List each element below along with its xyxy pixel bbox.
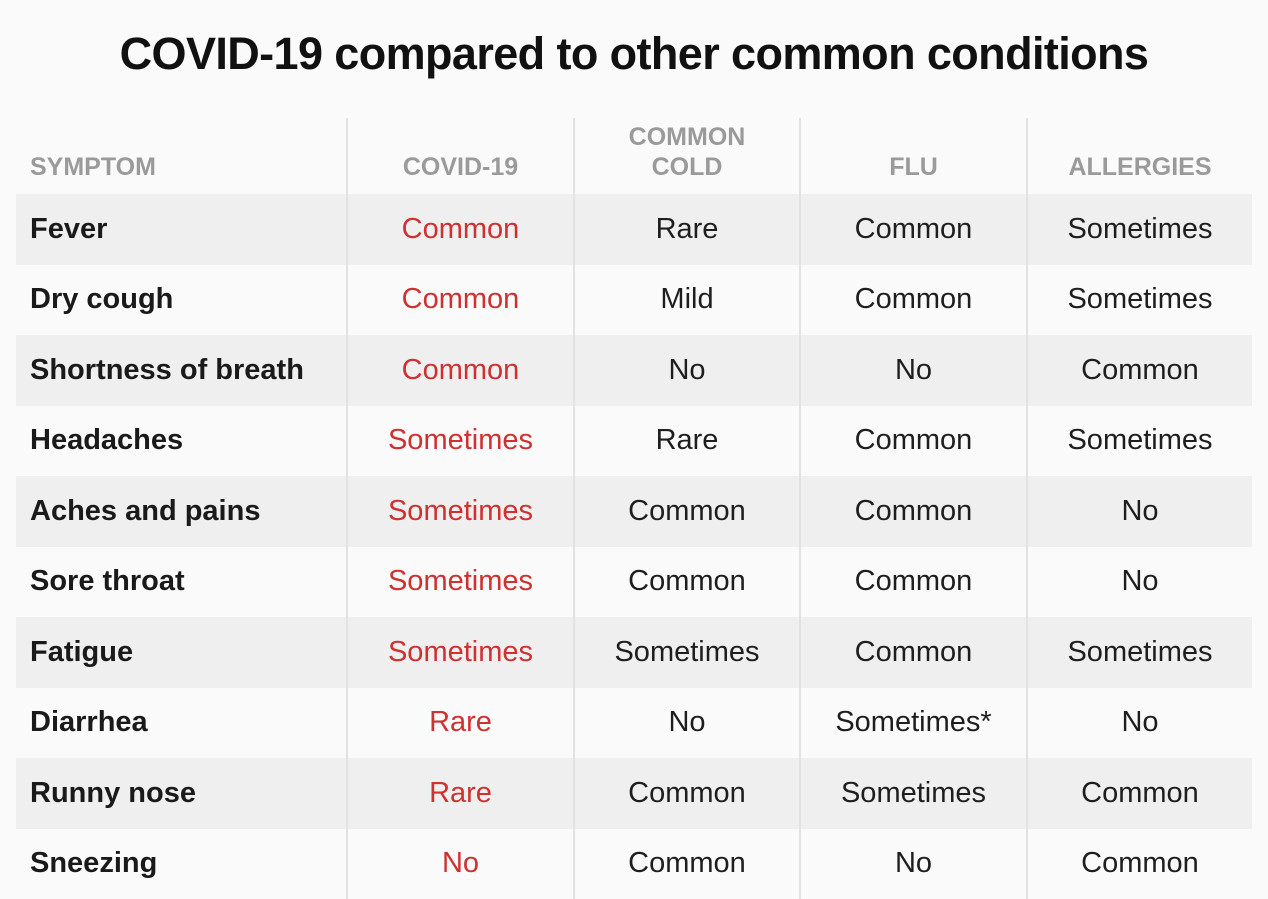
allergies-cell: Sometimes (1026, 406, 1252, 477)
flu-cell: Common (799, 194, 1026, 265)
allergies-cell: Common (1026, 335, 1252, 406)
allergies-cell: Sometimes (1026, 265, 1252, 336)
common-cold-cell: Rare (573, 194, 799, 265)
covid-cell: Common (346, 335, 573, 406)
column-header-symptom: SYMPTOM (16, 118, 346, 194)
flu-cell: Common (799, 547, 1026, 618)
common-cold-cell: Common (573, 829, 799, 899)
flu-cell: Common (799, 265, 1026, 336)
allergies-cell: Common (1026, 829, 1252, 899)
allergies-cell: Sometimes (1026, 617, 1252, 688)
allergies-cell: No (1026, 547, 1252, 618)
allergies-cell: Sometimes (1026, 194, 1252, 265)
covid-cell: Sometimes (346, 476, 573, 547)
allergies-cell: No (1026, 476, 1252, 547)
common-cold-cell: Common (573, 547, 799, 618)
symptom-cell: Dry cough (16, 265, 346, 336)
allergies-cell: Common (1026, 758, 1252, 829)
symptom-cell: Fatigue (16, 617, 346, 688)
common-cold-cell: Mild (573, 265, 799, 336)
flu-cell: No (799, 335, 1026, 406)
column-header-covid: COVID-19 (346, 118, 573, 194)
covid-cell: No (346, 829, 573, 899)
covid-cell: Rare (346, 688, 573, 759)
page-title: COVID-19 compared to other common condit… (0, 22, 1268, 86)
common-cold-cell: No (573, 688, 799, 759)
table-header-row: SYMPTOM COVID-19 COMMON COLD FLU ALLERGI… (16, 118, 1252, 194)
column-header-common-cold: COMMON COLD (573, 118, 799, 194)
common-cold-cell: Common (573, 758, 799, 829)
allergies-cell: No (1026, 688, 1252, 759)
common-cold-cell: Common (573, 476, 799, 547)
symptom-cell: Fever (16, 194, 346, 265)
symptom-cell: Sore throat (16, 547, 346, 618)
covid-cell: Rare (346, 758, 573, 829)
symptom-cell: Runny nose (16, 758, 346, 829)
flu-cell: Common (799, 476, 1026, 547)
symptom-cell: Sneezing (16, 829, 346, 899)
symptom-cell: Headaches (16, 406, 346, 477)
covid-cell: Sometimes (346, 406, 573, 477)
common-cold-cell: Rare (573, 406, 799, 477)
symptom-cell: Diarrhea (16, 688, 346, 759)
column-header-flu: FLU (799, 118, 1026, 194)
symptom-cell: Shortness of breath (16, 335, 346, 406)
comparison-table: SYMPTOM COVID-19 COMMON COLD FLU ALLERGI… (16, 118, 1252, 899)
common-cold-cell: Sometimes (573, 617, 799, 688)
covid-cell: Common (346, 265, 573, 336)
covid-cell: Sometimes (346, 617, 573, 688)
flu-cell: Common (799, 617, 1026, 688)
common-cold-cell: No (573, 335, 799, 406)
column-header-allergies: ALLERGIES (1026, 118, 1252, 194)
flu-cell: No (799, 829, 1026, 899)
covid-cell: Common (346, 194, 573, 265)
symptom-cell: Aches and pains (16, 476, 346, 547)
flu-cell: Sometimes (799, 758, 1026, 829)
covid-cell: Sometimes (346, 547, 573, 618)
flu-cell: Sometimes* (799, 688, 1026, 759)
flu-cell: Common (799, 406, 1026, 477)
